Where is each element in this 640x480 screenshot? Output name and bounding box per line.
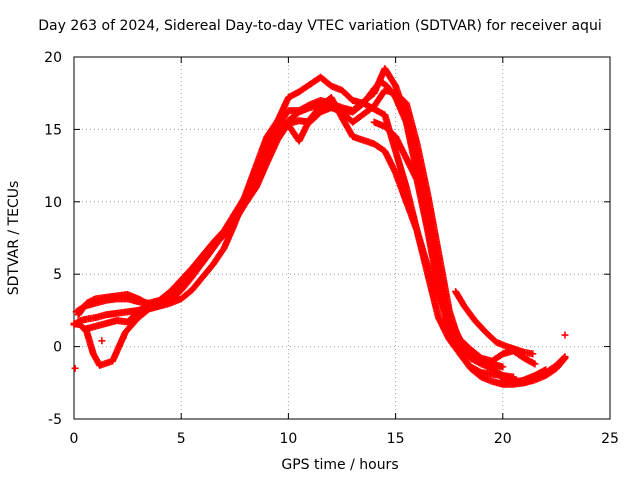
- y-tick-label: 15: [44, 122, 62, 138]
- plot-frame: [73, 56, 611, 420]
- data-point-outlier: [561, 331, 569, 339]
- x-tick-label: 20: [494, 431, 512, 447]
- data-point-outlier: [71, 364, 79, 372]
- y-tick-label: 20: [44, 50, 62, 66]
- x-tick-label: 25: [601, 431, 619, 447]
- data-point-track-f: [499, 363, 507, 371]
- data-point-track-c: [510, 373, 518, 381]
- y-tick-label: 0: [53, 340, 62, 356]
- x-tick-label: 10: [279, 431, 297, 447]
- y-tick-label: 5: [53, 267, 62, 283]
- data-point-track-e: [529, 350, 537, 358]
- x-tick-label: 5: [177, 431, 186, 447]
- y-tick-label: 10: [44, 195, 62, 211]
- data-point-track-d: [531, 360, 539, 368]
- data-point-track-g: [560, 355, 568, 363]
- chart-title: Day 263 of 2024, Sidereal Day-to-day VTE…: [38, 18, 602, 34]
- y-tick-label: -5: [48, 412, 62, 428]
- axes: 0 5 10 15 20 25 -5 0 5 10 15 20: [44, 50, 619, 447]
- x-tick-label: 15: [387, 431, 405, 447]
- x-axis-label: GPS time / hours: [281, 457, 399, 473]
- data-point-track-g: [561, 354, 569, 362]
- data-point-outlier: [98, 337, 106, 345]
- y-axis-label: SDTVAR / TECUs: [6, 180, 22, 296]
- data-point-outlier: [119, 334, 127, 342]
- data-points: [70, 65, 569, 388]
- x-tick-label: 0: [70, 431, 79, 447]
